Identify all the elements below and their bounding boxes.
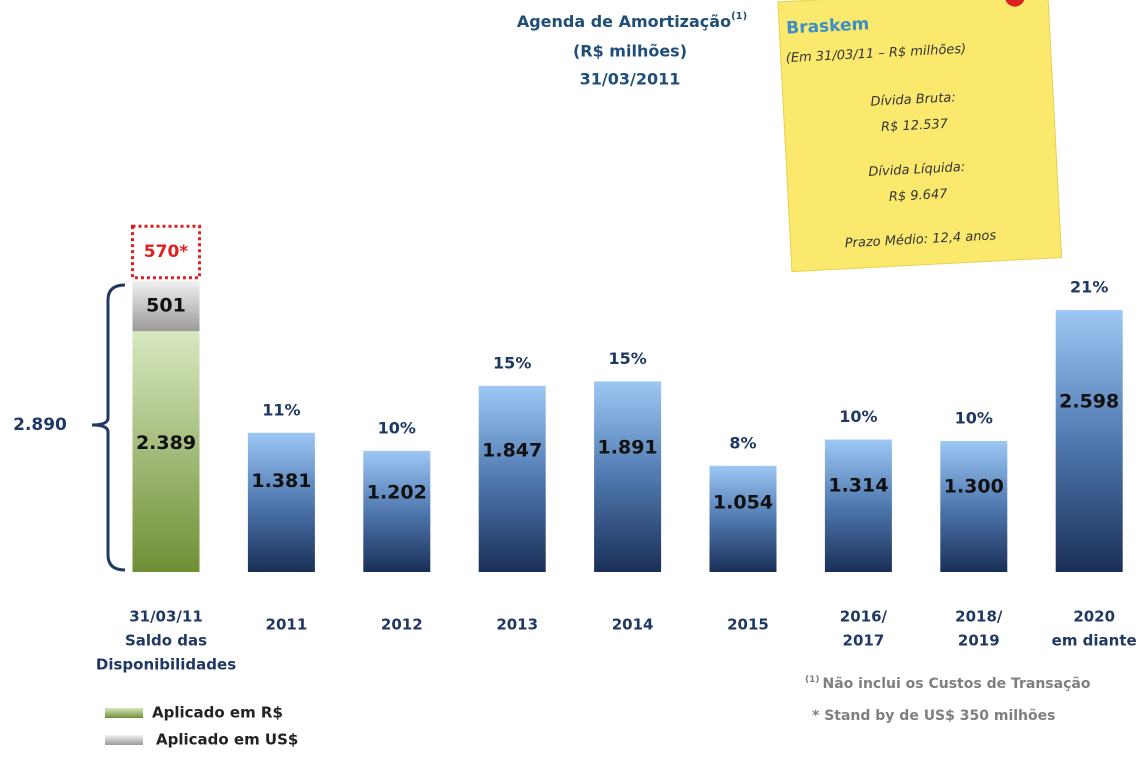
bar	[825, 440, 892, 572]
footnote-mark: (1)	[805, 675, 820, 685]
value-label: 1.054	[713, 491, 773, 513]
x-tick-label: 2014	[612, 616, 654, 634]
x-tick-label: em diante	[1052, 632, 1137, 650]
standby-label: 570*	[144, 242, 188, 262]
title-line: (R$ milhões)	[573, 42, 687, 61]
title-note: (1)	[731, 11, 747, 22]
x-tick-label: 2015	[727, 616, 769, 634]
value-label: 2.598	[1059, 390, 1119, 412]
title-line: 31/03/2011	[580, 70, 681, 89]
x-tick-label: 2016/	[840, 608, 888, 626]
x-tick-label: 2019	[958, 632, 1000, 650]
x-tick-label: 31/03/11	[129, 608, 203, 626]
x-tick-label: Disponibilidades	[96, 656, 236, 674]
value-label: 2.389	[136, 432, 196, 454]
footnote: * Stand by de US$ 350 milhões	[812, 708, 1055, 724]
value-label: 1.891	[598, 437, 658, 459]
value-label: 1.300	[944, 475, 1004, 497]
note-paper	[778, 0, 1062, 272]
x-tick-label: 2017	[843, 632, 885, 650]
chart: Agenda de Amortização(1) (R$ milhões) 31…	[0, 0, 1146, 764]
value-label: 1.847	[482, 439, 542, 461]
footnote: (1)Não inclui os Custos de Transação	[805, 675, 1091, 693]
bar	[1056, 310, 1123, 572]
note-line: R$ 9.647	[889, 187, 949, 205]
x-tick-label: Saldo das	[125, 632, 207, 650]
share-label: 10%	[839, 407, 877, 426]
x-tick-label: 2018/	[955, 608, 1003, 626]
legend-swatch	[105, 708, 143, 718]
bar	[594, 381, 661, 572]
sticky-note	[778, 0, 1062, 272]
bar	[940, 441, 1007, 572]
value-label: 501	[146, 294, 186, 316]
total-label: 2.890	[13, 415, 67, 435]
x-tick-label: 2012	[381, 616, 423, 634]
x-tick-label: 2020	[1073, 608, 1115, 626]
bar	[363, 451, 430, 572]
share-label: 15%	[493, 353, 531, 372]
bar	[479, 386, 546, 572]
value-label: 1.314	[828, 474, 888, 496]
share-label: 21%	[1070, 278, 1108, 297]
share-label: 10%	[378, 418, 416, 437]
chart-title: Agenda de Amortização(1)	[517, 11, 747, 31]
legend-label: Aplicado em US$	[156, 731, 298, 749]
title-line: Agenda de Amortização	[517, 12, 731, 31]
share-label: 15%	[608, 349, 646, 368]
value-label: 1.202	[367, 482, 427, 504]
legend-label: Aplicado em R$	[152, 704, 283, 722]
footnote-text: Não inclui os Custos de Transação	[823, 676, 1091, 692]
share-label: 10%	[955, 408, 993, 427]
x-tick-label: 2013	[496, 616, 538, 634]
legend-swatch	[105, 735, 143, 745]
total-bracket	[92, 285, 125, 570]
share-label: 8%	[729, 433, 756, 452]
share-label: 11%	[262, 400, 300, 419]
value-label: 1.381	[251, 470, 311, 492]
bar	[710, 466, 777, 572]
x-tick-label: 2011	[266, 616, 308, 634]
bar	[248, 433, 315, 572]
